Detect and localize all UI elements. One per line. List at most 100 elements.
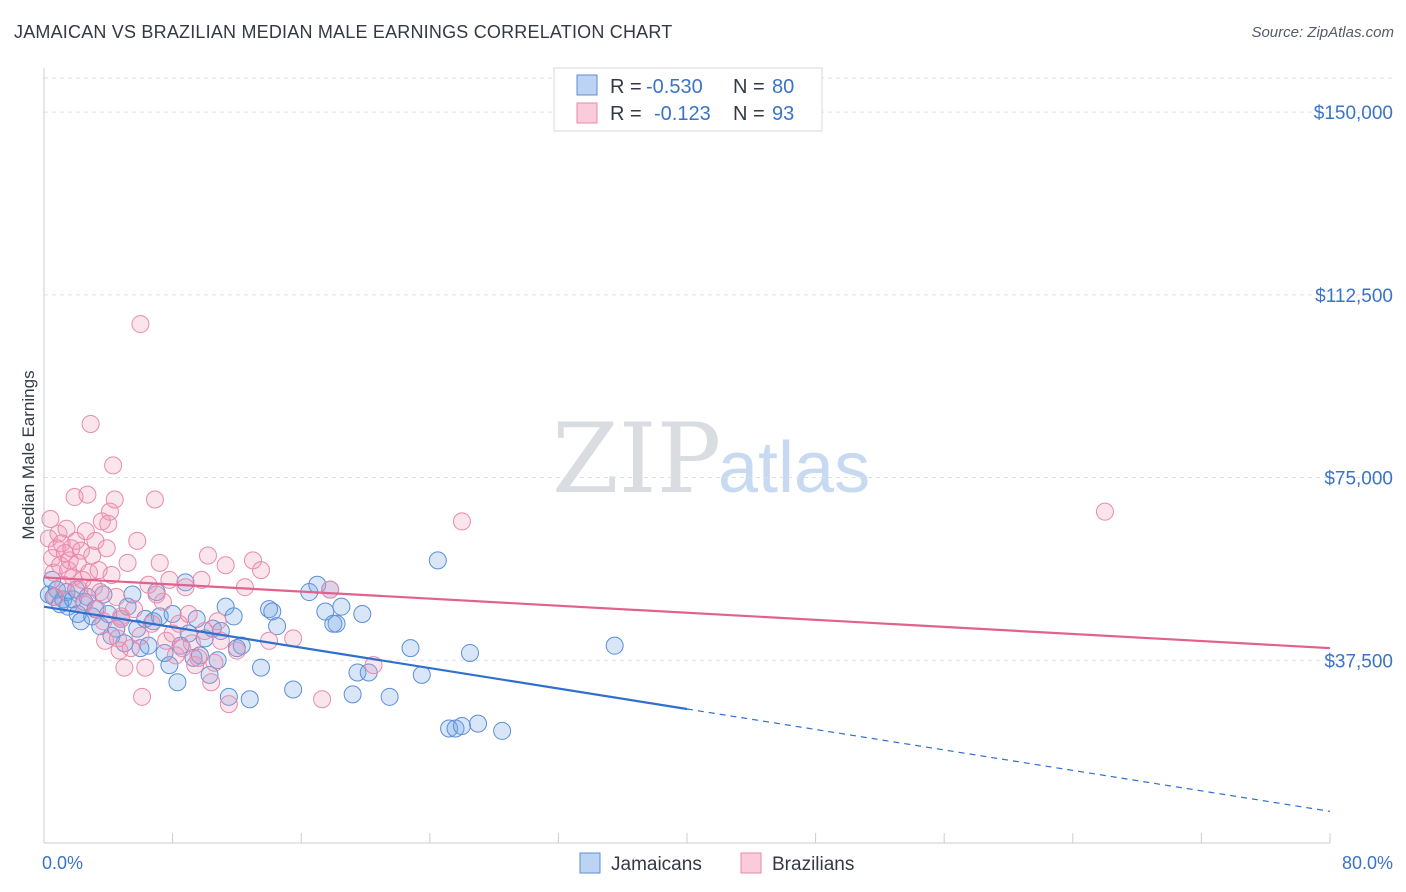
jamaicans-trend-line [43, 605, 688, 711]
legend-r-label-jamaicans: R = [610, 76, 642, 98]
brazilians-point-57 [147, 585, 166, 604]
jamaicans-trend-extension [686, 708, 1331, 812]
brazilians-point-60 [157, 631, 176, 650]
axes [43, 68, 1331, 844]
brazilians-point-29 [86, 531, 105, 550]
jamaicans-point-79 [324, 614, 343, 633]
legend-n-value-brazilians: 93 [772, 103, 794, 125]
jamaicans-point-63 [332, 597, 351, 616]
brazilians-point-80 [227, 641, 246, 660]
brazilians-point-17 [67, 531, 86, 550]
brazilians-point-1 [41, 509, 60, 528]
y-axis-title: Median Male Earnings [19, 370, 38, 539]
jamaicans-point-68 [380, 687, 399, 706]
y-tick-label-0: $37,500 [1324, 651, 1393, 672]
brazilians-point-67 [179, 604, 198, 623]
brazilians-point-26 [81, 414, 100, 433]
brazilians-point-78 [216, 556, 235, 575]
brazilians-point-46 [115, 658, 134, 677]
jamaicans-point-48 [219, 687, 238, 706]
brazilians-point-40 [104, 456, 123, 475]
chart-source: Source: ZipAtlas.com [1251, 24, 1394, 41]
brazilians-point-38 [100, 502, 119, 521]
brazilians-point-20 [71, 541, 90, 560]
brazilians-point-70 [189, 648, 208, 667]
jamaicans-point-52 [240, 690, 259, 709]
x-tick-labels: 0.0% 80.0% [42, 853, 1393, 873]
brazilians-trend-line [43, 576, 1331, 650]
brazilians-point-75 [205, 653, 224, 672]
brazilians-point-63 [166, 646, 185, 665]
brazilians-point-41 [105, 490, 124, 509]
brazilians-point-65 [173, 639, 192, 658]
legend-n-label-brazilians: N = [733, 103, 765, 125]
legend-r-value-jamaicans: -0.530 [646, 76, 703, 98]
jamaicans-point-55 [263, 602, 282, 621]
jamaicans-point-71 [428, 551, 447, 570]
brazilians-point-9 [54, 575, 73, 594]
brazilians-point-52 [133, 687, 152, 706]
brazilians-point-62 [163, 624, 182, 643]
jamaicans-point-35 [168, 673, 187, 692]
correlation-legend: R = -0.530 N = 80 R = -0.123 N = 93 [553, 67, 823, 132]
jamaicans-point-54 [260, 600, 279, 619]
legend-r-label-brazilians: R = [610, 103, 642, 125]
watermark-zip: ZIP [552, 403, 721, 515]
legend-box [553, 67, 823, 132]
watermark: ZIP atlas [552, 403, 870, 515]
jamaicans-point-56 [268, 617, 287, 636]
jamaicans-point-74 [452, 717, 471, 736]
brazilians-point-50 [128, 531, 147, 550]
brazilians-point-47 [118, 553, 137, 572]
brazilians-point-66 [176, 578, 195, 597]
brazilians-point-76 [208, 612, 227, 631]
brazilians-point-87 [321, 580, 340, 599]
brazilians-point-32 [91, 583, 110, 602]
chart-title: JAMAICAN VS BRAZILIAN MEDIAN MALE EARNIN… [14, 22, 673, 42]
jamaicans-point-57 [284, 680, 303, 699]
x-tick-label-0: 0.0% [42, 853, 83, 873]
series-legend: Jamaicans Brazilians [579, 852, 854, 875]
brazilians-point-59 [153, 592, 172, 611]
legend-r-value-brazilians: -0.123 [654, 103, 711, 125]
jamaicans-point-43 [200, 665, 219, 684]
brazilians-point-48 [121, 639, 140, 658]
brazilians-point-86 [313, 690, 332, 709]
y-tick-label-1: $75,000 [1324, 469, 1393, 490]
brazilians-point-53 [136, 658, 155, 677]
jamaicans-points [39, 551, 624, 740]
jamaicans-point-66 [353, 604, 372, 623]
brazilians-point-39 [102, 566, 121, 585]
jamaicans-point-77 [493, 721, 512, 740]
jamaicans-point-53 [252, 658, 271, 677]
brazilians-point-42 [107, 587, 126, 606]
brazilians-point-79 [219, 695, 238, 714]
jamaicans-point-70 [412, 665, 431, 684]
jamaicans-point-33 [160, 656, 179, 675]
jamaicans-point-69 [401, 639, 420, 658]
brazilians-point-24 [78, 485, 97, 504]
jamaicans-point-8 [63, 590, 82, 609]
y-tick-label-3: $150,000 [1314, 103, 1393, 124]
jamaicans-point-24 [123, 585, 142, 604]
jamaicans-point-75 [460, 643, 479, 662]
series-label-jamaicans: Jamaicans [611, 854, 702, 875]
jamaicans-point-76 [469, 714, 488, 733]
y-tick-label-2: $112,500 [1315, 286, 1393, 307]
brazilians-point-23 [76, 522, 95, 541]
brazilians-point-89 [452, 512, 471, 531]
y-tick-labels: $37,500 $75,000 $112,500 $150,000 [1314, 103, 1393, 672]
brazilians-point-49 [125, 600, 144, 619]
brazilians-point-8 [52, 534, 71, 553]
series-swatch-jamaicans [579, 852, 601, 874]
brazilians-point-51 [131, 626, 150, 645]
jamaicans-point-49 [224, 607, 243, 626]
brazilians-point-90 [1095, 502, 1114, 521]
watermark-atlas: atlas [718, 428, 870, 508]
legend-n-label-jamaicans: N = [733, 76, 765, 98]
brazilians-point-44 [110, 641, 129, 660]
x-tick-label-1: 80.0% [1342, 853, 1393, 873]
brazilians-point-19 [70, 580, 89, 599]
brazilians-point-71 [192, 570, 211, 589]
legend-swatch-jamaicans [576, 74, 598, 96]
